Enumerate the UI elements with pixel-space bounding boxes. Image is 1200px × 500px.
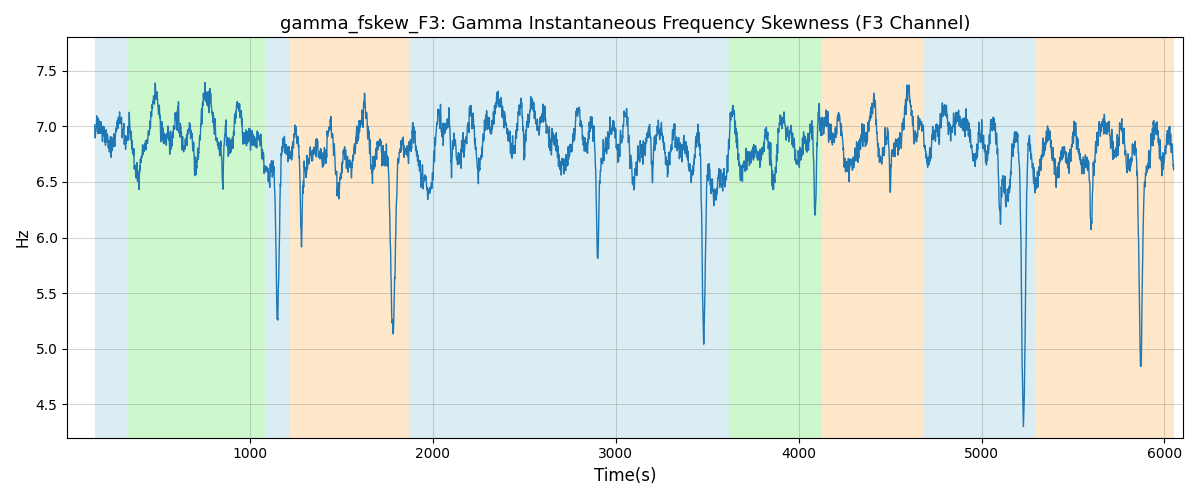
Bar [409, 38, 442, 438]
Bar [730, 38, 822, 438]
Bar [1034, 38, 1174, 438]
Bar [127, 38, 265, 438]
Title: gamma_fskew_F3: Gamma Instantaneous Frequency Skewness (F3 Channel): gamma_fskew_F3: Gamma Instantaneous Freq… [280, 15, 971, 34]
Bar [822, 38, 923, 438]
Bar [95, 38, 127, 438]
Y-axis label: Hz: Hz [16, 228, 30, 248]
Bar [668, 38, 706, 438]
Bar [442, 38, 668, 438]
Bar [923, 38, 1034, 438]
Bar [706, 38, 730, 438]
X-axis label: Time(s): Time(s) [594, 467, 656, 485]
Bar [290, 38, 409, 438]
Bar [265, 38, 290, 438]
